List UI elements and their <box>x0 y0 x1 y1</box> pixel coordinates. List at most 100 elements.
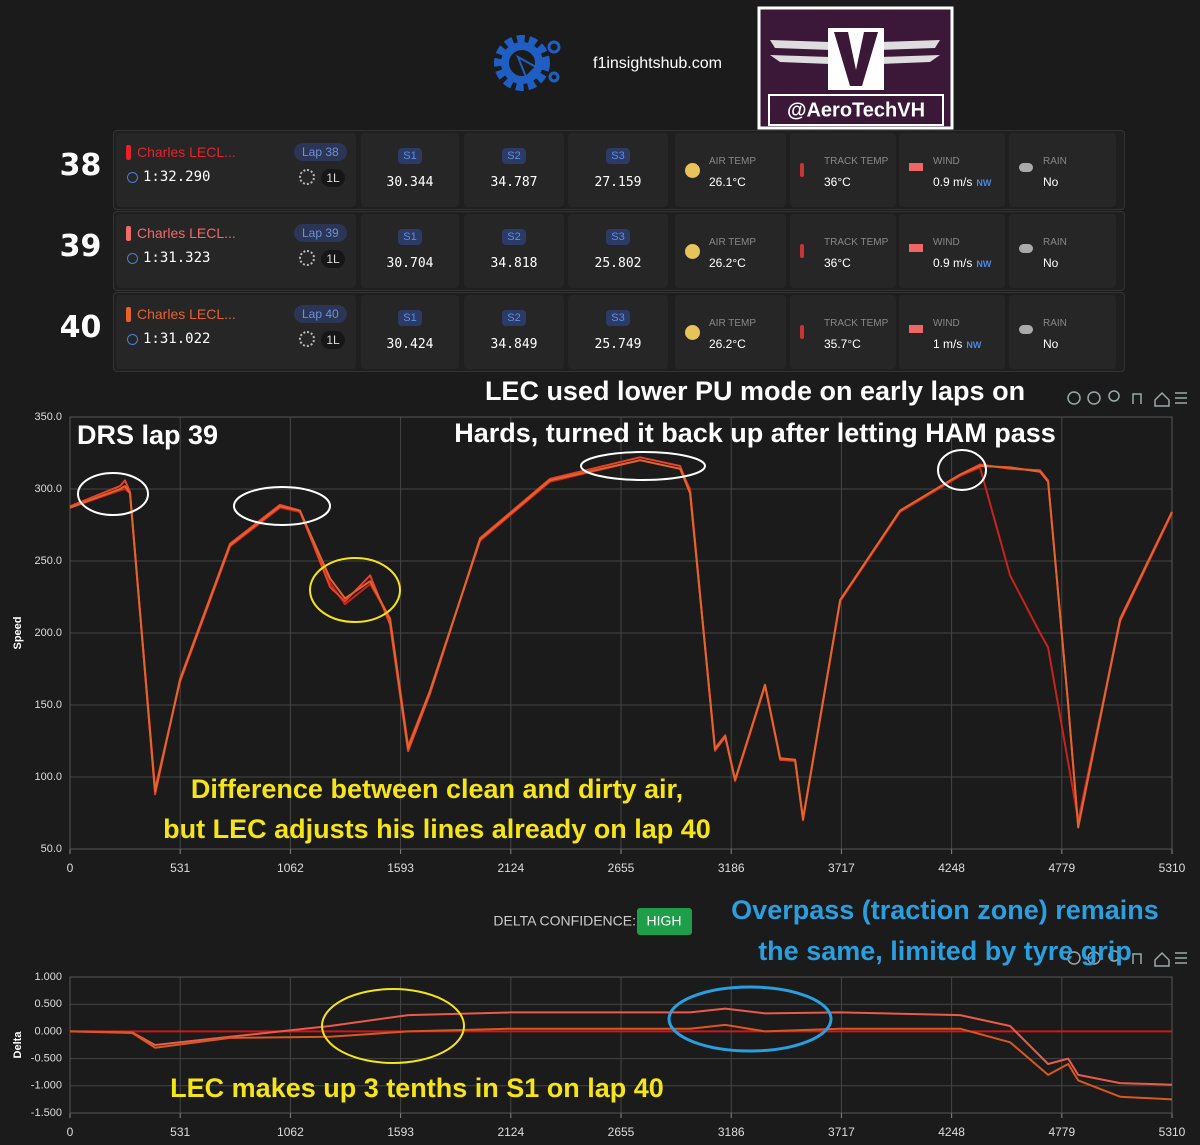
wind-direction: NW <box>976 259 992 269</box>
x-tick-label: 3717 <box>828 1125 855 1139</box>
y-tick-label: 200.0 <box>34 627 62 639</box>
sector-cell: S3 25.802 <box>568 214 668 288</box>
annotation: Difference between clean and dirty air, <box>191 774 683 804</box>
site-logo <box>494 35 561 91</box>
y-tick-label: 100.0 <box>34 771 62 783</box>
weather-reading: 36°C <box>824 256 851 270</box>
y-axis-label: Delta <box>12 1031 24 1059</box>
weather-value: No <box>1043 256 1058 270</box>
weather-cell: TRACK TEMP 35.7°C <box>790 295 896 369</box>
weather-label: AIR TEMP <box>709 156 757 167</box>
weather-cell: AIR TEMP 26.1°C <box>675 133 786 207</box>
weather-value: No <box>1043 337 1058 351</box>
confidence-value: HIGH <box>647 913 682 929</box>
speed-chart: 0 531 1062 1593 2124 2655 3186 3717 4248 4779 5310… <box>12 376 1186 875</box>
sector-time: 27.159 <box>594 175 642 190</box>
lap-card: Charles LECL... Lap 38 1:32.290 1L S1 30.344 S… <box>113 130 1125 210</box>
weather-cell: WIND 0.9 m/s NW <box>899 133 1005 207</box>
sector-cell: S2 34.849 <box>464 295 564 369</box>
wind-direction: NW <box>976 178 992 188</box>
y-tick-label: 50.0 <box>41 843 62 855</box>
weather-label: TRACK TEMP <box>824 156 889 167</box>
x-tick-label: 1062 <box>277 1125 304 1139</box>
weather-label: RAIN <box>1043 156 1067 167</box>
weather-value: 1 m/s NW <box>933 337 981 351</box>
x-tick-label: 3717 <box>828 861 855 875</box>
driver-color <box>126 145 131 160</box>
weather-label: AIR TEMP <box>709 237 757 248</box>
sector-time: 34.849 <box>490 337 538 352</box>
weather-icon <box>685 244 700 259</box>
chart-toolbar[interactable] <box>1067 390 1187 967</box>
sector-label: S2 <box>502 310 526 326</box>
sector-label: S1 <box>398 148 422 164</box>
annotation: but LEC adjusts his lines already on lap… <box>163 814 711 844</box>
weather-label: AIR TEMP <box>709 318 757 329</box>
series-line <box>69 1023 1173 1101</box>
annotation: DRS lap 39 <box>77 420 218 450</box>
brand-logo: @AeroTechVH <box>757 6 954 130</box>
weather-reading: 0.9 m/s <box>933 256 973 270</box>
driver-name: Charles LECL... <box>137 225 236 241</box>
weather-value: 26.2°C <box>709 256 746 270</box>
driver-color <box>126 307 131 322</box>
sector-label: S2 <box>502 148 526 164</box>
weather-cell: WIND 0.9 m/s NW <box>899 214 1005 288</box>
x-tick-label: 1593 <box>387 1125 414 1139</box>
confidence-badge <box>637 908 692 935</box>
sector-time: 34.818 <box>490 256 538 271</box>
sector-label: S2 <box>502 229 526 245</box>
weather-label: WIND <box>933 318 960 329</box>
weather-value: 36°C <box>824 175 851 189</box>
weather-value: 26.2°C <box>709 337 746 351</box>
tyre-life: 1L <box>321 331 345 349</box>
tyre-icon <box>299 250 315 266</box>
weather-reading: 1 m/s <box>933 337 963 351</box>
y-tick-label: -1.500 <box>31 1107 62 1119</box>
tyre-life: 1L <box>321 169 345 187</box>
clock-icon <box>127 334 138 345</box>
weather-cell: AIR TEMP 26.2°C <box>675 295 786 369</box>
lap-pill: Lap 38 <box>294 143 347 161</box>
sector-time: 30.704 <box>386 256 434 271</box>
tyre-icon <box>299 331 315 347</box>
sector-cell: S3 25.749 <box>568 295 668 369</box>
weather-reading: 26.1°C <box>709 175 746 189</box>
weather-icon <box>800 325 804 339</box>
lap-card: Charles LECL... Lap 40 1:31.022 1L S1 30.424 S… <box>113 292 1125 372</box>
weather-value: 0.9 m/s NW <box>933 175 991 189</box>
weather-label: RAIN <box>1043 237 1067 248</box>
weather-icon <box>909 163 923 171</box>
sector-time: 25.802 <box>594 256 642 271</box>
plot-frame <box>69 976 1173 1114</box>
weather-label: WIND <box>933 156 960 167</box>
y-tick-label: 150.0 <box>34 699 62 711</box>
lap-number: 39 <box>59 229 102 264</box>
y-tick-label: 0.500 <box>34 998 62 1010</box>
weather-cell: RAIN No <box>1009 133 1116 207</box>
x-tick-label: 1593 <box>387 861 414 875</box>
weather-reading: 36°C <box>824 175 851 189</box>
confidence-label: DELTA CONFIDENCE: <box>493 913 636 929</box>
x-tick-label: 0 <box>67 861 74 875</box>
sector-time: 34.787 <box>490 175 538 190</box>
x-tick-label: 2124 <box>497 861 524 875</box>
weather-label: TRACK TEMP <box>824 237 889 248</box>
y-axis-label: Speed <box>12 616 24 649</box>
weather-cell: RAIN No <box>1009 295 1116 369</box>
weather-icon <box>1019 244 1033 253</box>
weather-icon <box>1019 325 1033 334</box>
weather-icon <box>685 163 700 178</box>
y-tick-label: 250.0 <box>34 555 62 567</box>
y-tick-label: 0.000 <box>34 1025 62 1037</box>
weather-icon <box>800 163 804 177</box>
x-tick-label: 2655 <box>608 1125 635 1139</box>
series-line <box>69 1007 1173 1086</box>
sector-label: S3 <box>606 310 630 326</box>
y-tick-label: 1.000 <box>34 971 62 983</box>
tyre-icon <box>299 169 315 185</box>
weather-value: 35.7°C <box>824 337 861 351</box>
weather-icon <box>685 325 700 340</box>
